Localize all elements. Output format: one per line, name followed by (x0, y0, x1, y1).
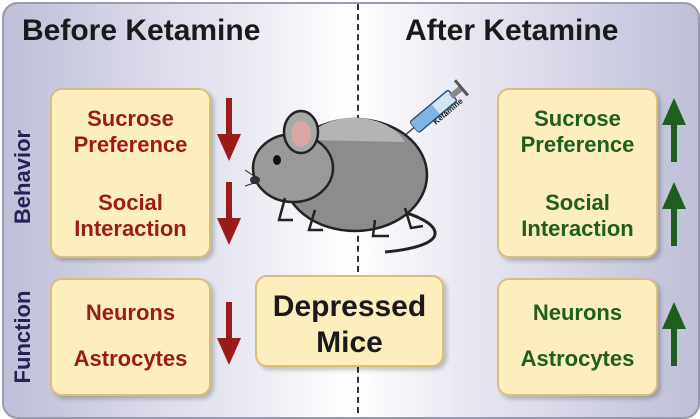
after-behavior-box: Sucrose Preference Social Interaction (497, 88, 658, 258)
before-behavior-box: Sucrose Preference Social Interaction (50, 88, 211, 258)
arrow-down-icon (217, 182, 241, 245)
arrow-down-icon (217, 302, 241, 365)
before-neurons-label: Neurons (85, 300, 176, 325)
before-sucrose-label: Sucrose Preference (73, 106, 188, 157)
arrow-up-icon (662, 302, 686, 366)
arrow-up-icon (662, 182, 686, 246)
depressed-mice-label: Depressed Mice (272, 290, 427, 359)
arrow-down-icon (217, 98, 241, 161)
side-label-behavior: Behavior (10, 129, 35, 225)
before-astrocytes-label: Astrocytes (73, 346, 188, 371)
side-label-function: Function (10, 290, 35, 384)
after-astrocytes-label: Astrocytes (520, 346, 635, 371)
after-function-box: Neurons Astrocytes (497, 278, 658, 396)
heading-after: After Ketamine (405, 14, 619, 47)
mouse-illustration (245, 109, 437, 254)
before-social-label: Social Interaction (74, 190, 187, 241)
syringe-icon: Ketamine (401, 79, 470, 139)
arrow-up-icon (662, 98, 686, 162)
after-social-label: Social Interaction (521, 190, 634, 241)
after-neurons-label: Neurons (532, 300, 623, 325)
before-function-box: Neurons Astrocytes (50, 278, 211, 396)
heading-before: Before Ketamine (22, 14, 261, 47)
depressed-mice-box: Depressed Mice (255, 275, 444, 367)
after-sucrose-label: Sucrose Preference (520, 106, 635, 157)
